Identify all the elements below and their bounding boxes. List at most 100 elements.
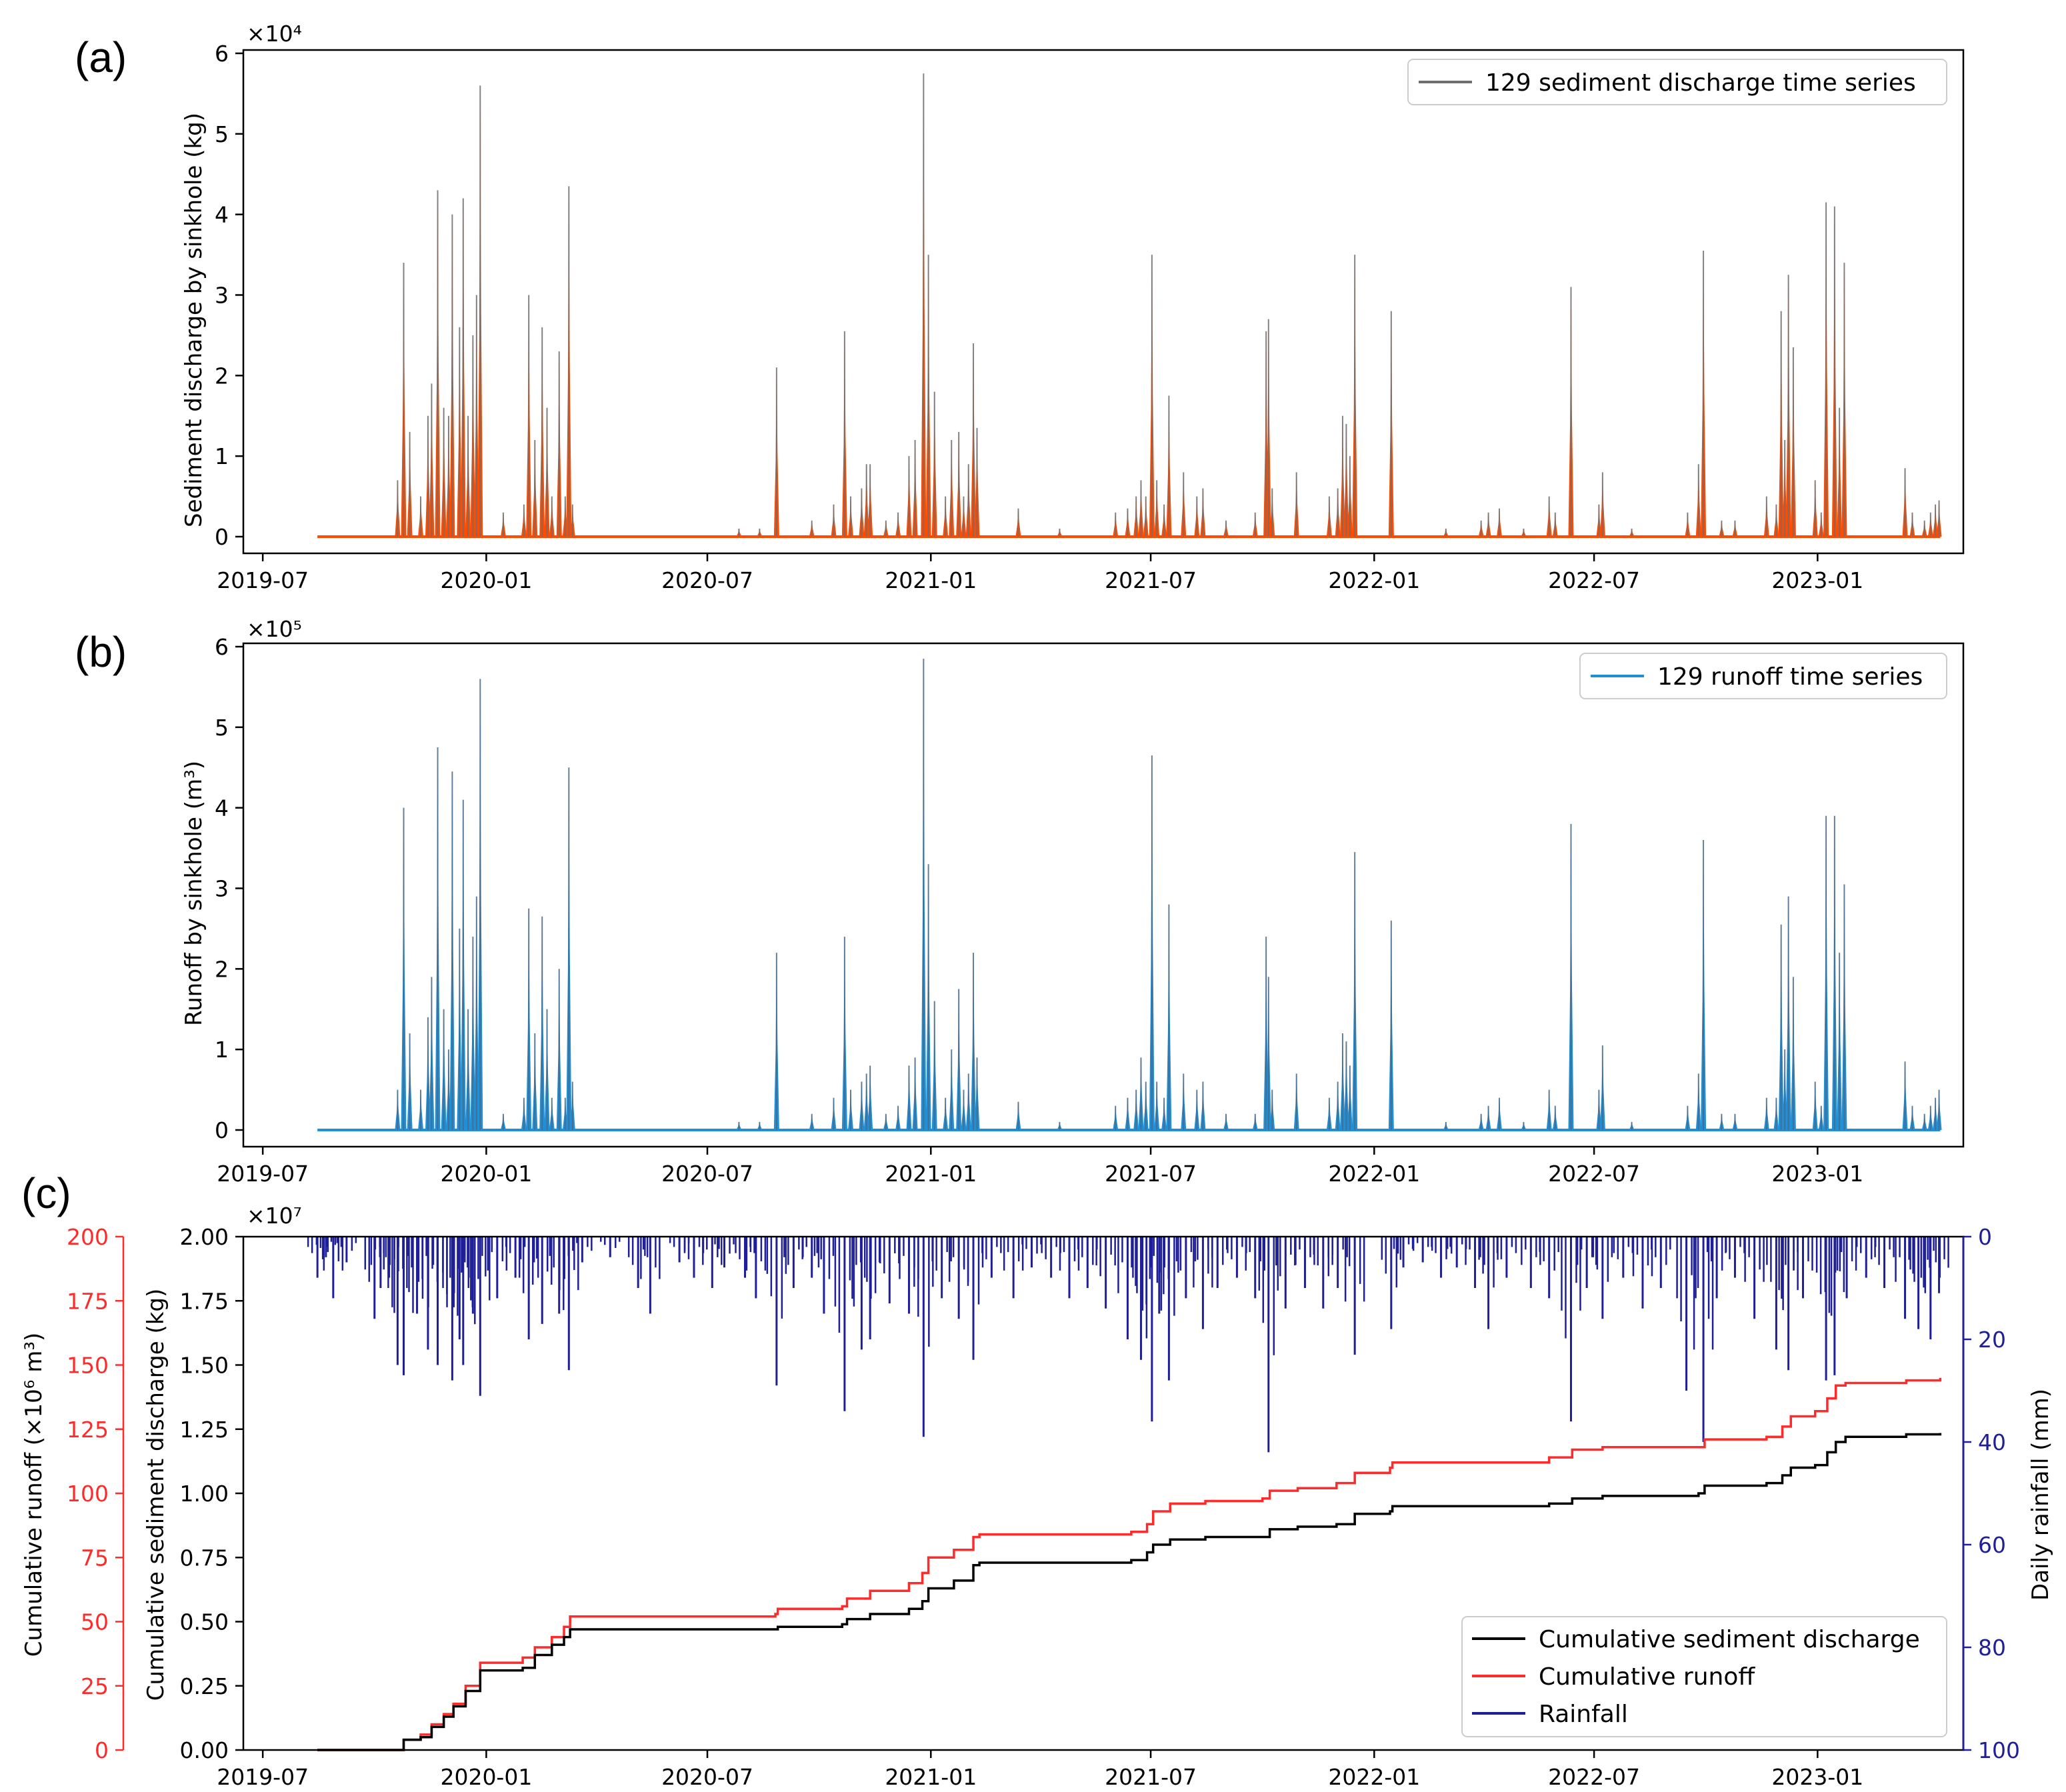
x-tick-label: 2020-07 <box>661 567 753 593</box>
x-tick-label: 2022-07 <box>1548 1764 1640 1790</box>
x-tick-label: 2022-01 <box>1328 1764 1420 1790</box>
rainfall-tick-label: 20 <box>1978 1327 2006 1353</box>
panel-a-frame <box>242 49 1965 555</box>
x-tick-label: 2020-01 <box>440 1161 532 1187</box>
x-tick-label: 2022-01 <box>1328 1161 1420 1187</box>
panel-a-y-exponent: ×10⁴ <box>247 21 302 47</box>
panel-b-y-exponent: ×10⁵ <box>247 616 302 642</box>
panel-b-legend: 129 runoff time series <box>1579 653 1947 699</box>
sediment-tick-label: 1.75 <box>180 1288 229 1314</box>
panel-c-label: (c) <box>21 1169 71 1217</box>
panel-a-legend: 129 sediment discharge time series <box>1407 59 1947 105</box>
x-tick-label: 2022-01 <box>1328 567 1420 593</box>
y-tick-label: 3 <box>215 283 229 309</box>
x-tick-label: 2021-07 <box>1105 1161 1197 1187</box>
panel-b: (b) ×10⁵ Runoff by sinkhole (m³) 0 1 2 3 4 5 6… <box>75 616 1965 1187</box>
panel-a-legend-label: 129 sediment discharge time series <box>1485 69 1916 97</box>
y-tick-label: 1 <box>215 1037 229 1063</box>
cumulative-sediment-line <box>317 1433 1942 1751</box>
panel-a-y-ticks: 0 1 2 3 4 5 6 <box>215 41 243 550</box>
panel-a-label: (a) <box>75 33 127 81</box>
panel-a-legend-box <box>1407 59 1947 105</box>
panel-c-runoff-axis-label: Cumulative runoff (×10⁶ m³) <box>21 1333 47 1657</box>
y-tick-label: 0 <box>215 1117 229 1143</box>
runoff-tick-label: 100 <box>67 1481 109 1507</box>
x-tick-label: 2020-07 <box>661 1764 753 1790</box>
runoff-tick-label: 200 <box>67 1224 109 1250</box>
panel-a: (a) ×10⁴ Sediment discharge by sinkhole … <box>75 21 1965 593</box>
rainfall-tick-label: 80 <box>1978 1635 2006 1661</box>
x-tick-label: 2019-07 <box>217 1764 309 1790</box>
panel-c-legend-label-sediment: Cumulative sediment discharge <box>1539 1626 1920 1653</box>
x-tick-label: 2022-07 <box>1548 567 1640 593</box>
sediment-tick-label: 0.00 <box>180 1737 229 1763</box>
sediment-tick-label: 0.25 <box>180 1673 229 1699</box>
y-tick-label: 3 <box>215 876 229 902</box>
y-tick-label: 5 <box>215 121 229 147</box>
x-tick-label: 2023-01 <box>1771 1161 1863 1187</box>
panel-a-x-ticks: 2019-07 2020-01 2020-07 2021-01 2021-07 2022-… <box>217 553 1863 593</box>
x-tick-label: 2021-07 <box>1105 1764 1197 1790</box>
x-tick-label: 2021-01 <box>885 567 977 593</box>
x-tick-label: 2020-01 <box>440 1764 532 1790</box>
panel-b-frame <box>242 642 1965 1148</box>
runoff-tick-label: 50 <box>81 1609 109 1635</box>
y-tick-label: 1 <box>215 443 229 469</box>
rainfall-tick-label: 0 <box>1978 1224 1992 1250</box>
runoff-tick-label: 150 <box>67 1353 109 1379</box>
panel-b-data-area <box>317 659 1942 1131</box>
x-tick-label: 2021-01 <box>885 1764 977 1790</box>
y-tick-label: 4 <box>215 202 229 228</box>
panel-c-legend-box <box>1461 1616 1947 1737</box>
rainfall-tick-label: 60 <box>1978 1532 2006 1558</box>
panel-c-rainfall-ticks: 0 20 40 60 80 100 <box>1963 1224 2020 1763</box>
rainfall-tick-label: 40 <box>1978 1429 2006 1455</box>
x-tick-label: 2022-07 <box>1548 1161 1640 1187</box>
panel-c-legend: Cumulative sediment discharge Cumulative… <box>1461 1616 1947 1737</box>
panel-c-sediment-axis-label: Cumulative sediment discharge (kg) <box>143 1289 169 1701</box>
y-tick-label: 4 <box>215 795 229 821</box>
x-tick-label: 2021-07 <box>1105 567 1197 593</box>
rainfall-tick-label: 100 <box>1978 1737 2020 1763</box>
panel-c-data-area <box>307 1237 1949 1751</box>
panel-a-data-area <box>317 73 1942 538</box>
x-tick-label: 2021-01 <box>885 1161 977 1187</box>
runoff-tick-label: 0 <box>95 1737 109 1763</box>
y-tick-label: 6 <box>215 634 229 660</box>
runoff-tick-label: 75 <box>81 1545 109 1571</box>
panel-a-y-axis-label: Sediment discharge by sinkhole (kg) <box>181 113 207 527</box>
sediment-tick-label: 1.25 <box>180 1417 229 1443</box>
sediment-tick-label: 0.75 <box>180 1545 229 1571</box>
panel-c-sediment-ticks: 0.00 0.25 0.50 0.75 1.00 1.25 1.50 1.75 2.00 <box>180 1224 243 1763</box>
x-tick-label: 2020-01 <box>440 567 532 593</box>
sediment-tick-label: 2.00 <box>180 1224 229 1250</box>
panel-b-x-ticks: 2019-07 2020-01 2020-07 2021-01 2021-07 2022-… <box>217 1147 1863 1187</box>
x-tick-label: 2019-07 <box>217 1161 309 1187</box>
sediment-tick-label: 1.50 <box>180 1353 229 1379</box>
panel-c-left-exponent: ×10⁷ <box>247 1203 302 1229</box>
y-tick-label: 2 <box>215 363 229 389</box>
panel-c-x-ticks: 2019-07 2020-01 2020-07 2021-01 2021-07 2022-… <box>217 1750 1863 1790</box>
runoff-tick-label: 25 <box>81 1673 109 1699</box>
x-tick-label: 2020-07 <box>661 1161 753 1187</box>
y-tick-label: 2 <box>215 956 229 982</box>
sediment-tick-label: 0.50 <box>180 1609 229 1635</box>
panel-c-runoff-ticks: 0 25 50 75 100 125 150 175 200 <box>67 1224 123 1763</box>
panel-c: (c) ×10⁷ Cumulative runoff (×10⁶ m³) Cum… <box>21 1169 2054 1790</box>
runoff-tick-label: 175 <box>67 1288 109 1314</box>
x-tick-label: 2023-01 <box>1771 567 1863 593</box>
y-tick-label: 0 <box>215 524 229 550</box>
panel-b-legend-label: 129 runoff time series <box>1657 663 1923 691</box>
x-tick-label: 2023-01 <box>1771 1764 1863 1790</box>
panel-b-y-axis-label: Runoff by sinkhole (m³) <box>181 761 207 1026</box>
panel-b-label: (b) <box>75 628 127 676</box>
y-tick-label: 6 <box>215 41 229 67</box>
panel-c-legend-label-rainfall: Rainfall <box>1539 1701 1628 1728</box>
panel-b-y-ticks: 0 1 2 3 4 5 6 <box>215 634 243 1143</box>
x-tick-label: 2019-07 <box>217 567 309 593</box>
panel-c-legend-label-runoff: Cumulative runoff <box>1539 1663 1755 1691</box>
runoff-tick-label: 125 <box>67 1417 109 1443</box>
cumulative-runoff-line <box>317 1377 1942 1751</box>
sediment-tick-label: 1.00 <box>180 1481 229 1507</box>
